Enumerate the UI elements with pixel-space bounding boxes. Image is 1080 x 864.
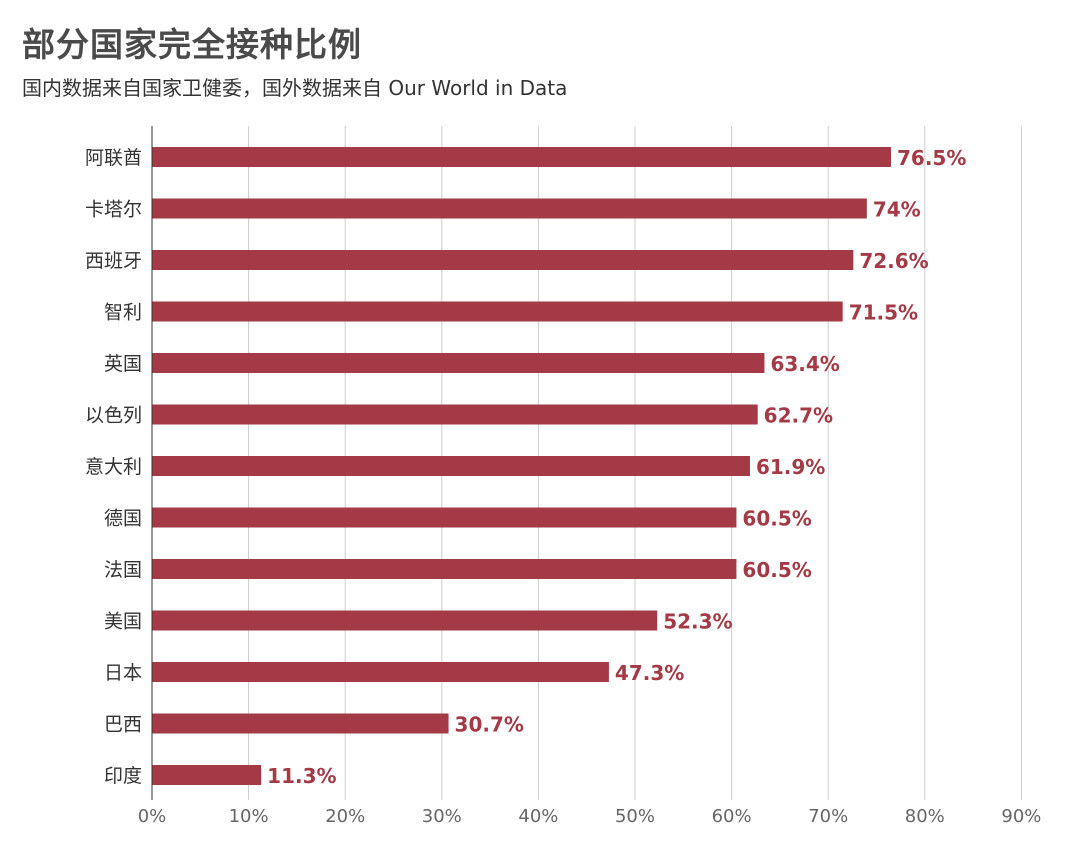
value-label: 47.3%: [615, 661, 684, 685]
bar-6: [152, 404, 758, 425]
value-label: 61.9%: [756, 455, 825, 479]
x-tick-label: 10%: [229, 806, 269, 827]
category-label: 巴西: [104, 714, 142, 736]
bar-8: [152, 507, 737, 528]
value-label: 71.5%: [849, 301, 918, 325]
category-label: 以色列: [85, 405, 142, 427]
category-label: 英国: [104, 353, 142, 375]
value-label: 60.5%: [742, 507, 811, 531]
value-label: 72.6%: [859, 249, 928, 273]
value-label: 74%: [873, 198, 921, 222]
bar-12: [152, 713, 449, 734]
value-label: 76.5%: [897, 146, 966, 170]
x-tick-label: 0%: [138, 806, 167, 827]
x-tick-label: 30%: [422, 806, 462, 827]
bar-2: [152, 198, 867, 219]
bars: [152, 147, 891, 785]
category-label: 意大利: [85, 456, 142, 478]
chart-subtitle: 国内数据来自国家卫健委，国外数据来自 Our World in Data: [22, 76, 568, 100]
value-label: 11.3%: [267, 764, 336, 788]
bar-4: [152, 301, 843, 322]
category-label: 智利: [104, 302, 142, 324]
x-tick-label: 60%: [712, 806, 752, 827]
bar-7: [152, 456, 750, 476]
value-label: 62.7%: [764, 404, 833, 428]
value-label: 63.4%: [770, 352, 839, 376]
labels: 0% 10% 20% 30% 40% 50% 60% 70% 80% 90% 阿联酋 76.5% 卡塔尔…: [85, 146, 1041, 827]
category-label: 法国: [104, 559, 142, 581]
x-tick-label: 20%: [325, 806, 365, 827]
bar-9: [152, 559, 737, 579]
bar-3: [152, 250, 854, 270]
x-tick-label: 40%: [518, 806, 558, 827]
x-tick-label: 70%: [808, 806, 848, 827]
category-label: 日本: [104, 662, 142, 684]
bar-1: [152, 147, 891, 167]
category-label: 德国: [104, 508, 142, 530]
x-tick-label: 80%: [905, 806, 945, 827]
category-label: 卡塔尔: [85, 199, 142, 221]
category-label: 印度: [104, 765, 142, 787]
value-label: 60.5%: [742, 558, 811, 582]
bar-11: [152, 662, 609, 682]
bar-10: [152, 610, 658, 631]
bar-13: [152, 765, 262, 785]
value-label: 30.7%: [455, 713, 524, 737]
category-label: 美国: [104, 611, 142, 633]
category-label: 西班牙: [85, 250, 142, 272]
category-label: 阿联酋: [85, 147, 142, 169]
x-tick-label: 90%: [1001, 806, 1041, 827]
value-label: 52.3%: [663, 610, 732, 634]
bar-5: [152, 353, 765, 373]
x-tick-label: 50%: [615, 806, 655, 827]
chart-title: 部分国家完全接种比例: [22, 25, 362, 64]
